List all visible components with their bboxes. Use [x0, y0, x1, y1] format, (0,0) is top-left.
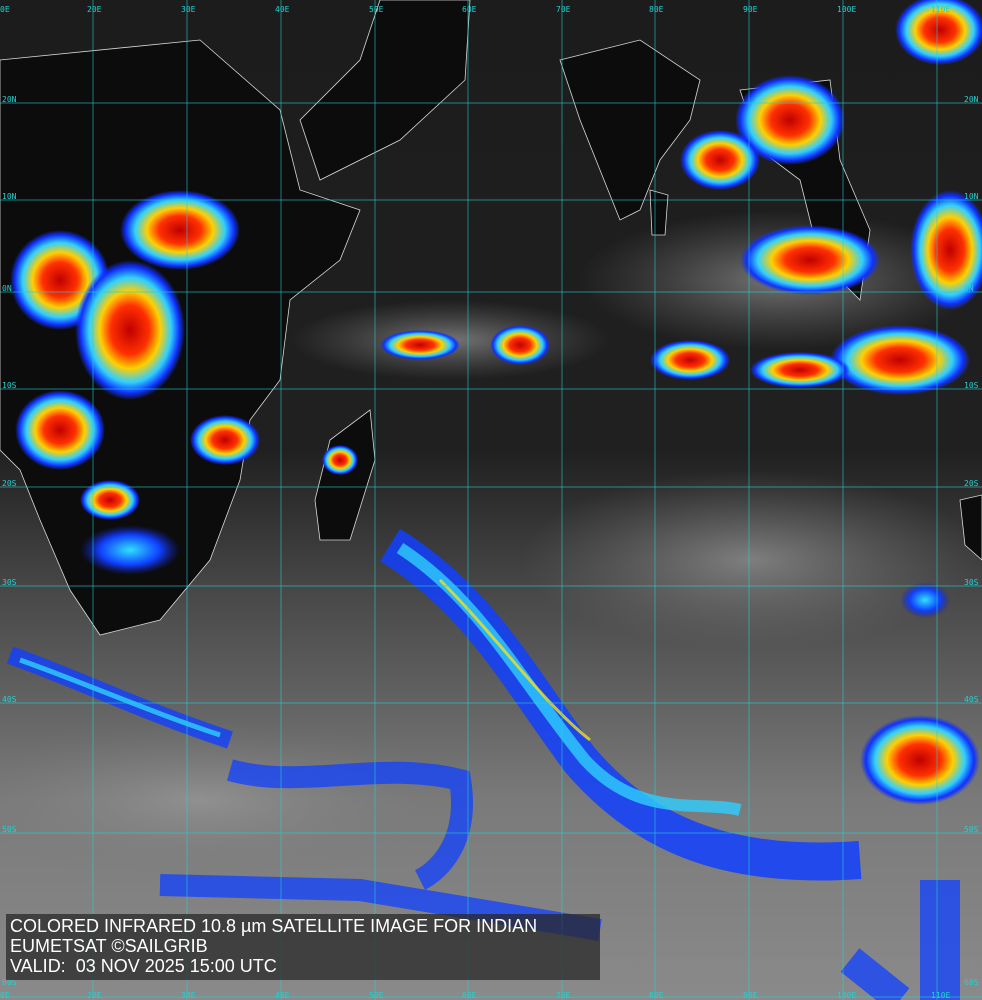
latitude-label: 20S — [964, 479, 979, 488]
latitude-label: 40S — [964, 695, 979, 704]
latitude-label: 0N — [2, 284, 12, 293]
latitude-label: 10N — [2, 192, 17, 201]
longitude-label: 40E — [275, 991, 290, 1000]
longitude-label: 70E — [556, 991, 571, 1000]
longitude-label: 50E — [369, 991, 384, 1000]
longitude-label: 110E — [931, 991, 950, 1000]
latitude-label: 30S — [964, 578, 979, 587]
longitude-label: 100E — [837, 991, 856, 1000]
longitude-label: 30E — [181, 991, 196, 1000]
latitude-label: 0N — [964, 284, 974, 293]
convective-clouds — [10, 0, 982, 805]
longitude-label: 20E — [87, 991, 102, 1000]
latitude-label: 20N — [964, 95, 979, 104]
longitude-label: 40E — [275, 5, 290, 14]
longitude-label: 80E — [649, 5, 664, 14]
latitude-label: 60S — [964, 978, 979, 987]
longitude-label: 90E — [743, 5, 758, 14]
longitude-label: 70E — [556, 5, 571, 14]
latitude-label: 60S — [2, 978, 17, 987]
image-caption: COLORED INFRARED 10.8 µm SATELLITE IMAGE… — [6, 914, 600, 980]
longitude-label: 60E — [462, 5, 477, 14]
latitude-label: 50S — [2, 825, 17, 834]
longitude-label: 0E — [0, 991, 10, 1000]
frontal-cloud-band — [6, 528, 960, 1000]
latitude-label: 20N — [2, 95, 17, 104]
caption-title: COLORED INFRARED 10.8 µm SATELLITE IMAGE… — [10, 916, 538, 936]
longitude-label: 20E — [87, 5, 102, 14]
longitude-label: 80E — [649, 991, 664, 1000]
latitude-label: 30S — [2, 578, 17, 587]
longitude-label: 50E — [369, 5, 384, 14]
longitude-label: 30E — [181, 5, 196, 14]
caption-valid-time: VALID: 03 NOV 2025 15:00 UTC — [10, 956, 277, 976]
latitude-label: 50S — [964, 825, 979, 834]
longitude-label: 110E — [931, 5, 950, 14]
grid-labels: 0E 0E 20E 20E 30E 30E 40E 40E 50E 50E 60E 60E 70E 70E… — [0, 5, 979, 1000]
longitude-label: 100E — [837, 5, 856, 14]
longitude-label: 60E — [462, 991, 477, 1000]
latitude-label: 40S — [2, 695, 17, 704]
longitude-label: 90E — [743, 991, 758, 1000]
longitude-label: 0E — [0, 5, 10, 14]
caption-source: EUMETSAT ©SAILGRIB — [10, 936, 208, 956]
latitude-label: 10N — [964, 192, 979, 201]
latitude-label: 10S — [2, 381, 17, 390]
latitude-label: 10S — [964, 381, 979, 390]
latitude-label: 20S — [2, 479, 17, 488]
